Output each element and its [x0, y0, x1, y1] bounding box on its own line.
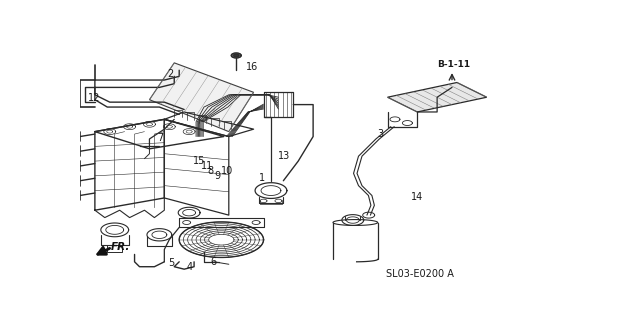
Text: 12: 12 — [88, 93, 101, 103]
Text: 3: 3 — [378, 129, 384, 139]
Text: 10: 10 — [221, 166, 234, 176]
Text: 7: 7 — [157, 133, 163, 143]
Text: 2: 2 — [167, 69, 173, 79]
Text: 5: 5 — [168, 258, 175, 268]
Text: B-1-11: B-1-11 — [437, 60, 470, 69]
Text: 6: 6 — [210, 257, 216, 267]
Text: 8: 8 — [207, 166, 214, 176]
Text: 11: 11 — [200, 161, 212, 171]
Text: FR.: FR. — [111, 241, 131, 251]
Text: 14: 14 — [412, 192, 424, 202]
Polygon shape — [231, 53, 241, 58]
Polygon shape — [388, 83, 486, 112]
Text: 1: 1 — [259, 173, 265, 183]
Text: SL03-E0200 A: SL03-E0200 A — [386, 269, 454, 279]
Text: 16: 16 — [246, 62, 259, 71]
Text: 15: 15 — [193, 156, 205, 166]
Text: 4: 4 — [187, 262, 193, 272]
Text: 9: 9 — [214, 171, 220, 181]
Polygon shape — [150, 63, 253, 132]
Polygon shape — [234, 54, 239, 57]
Text: 13: 13 — [278, 151, 291, 161]
